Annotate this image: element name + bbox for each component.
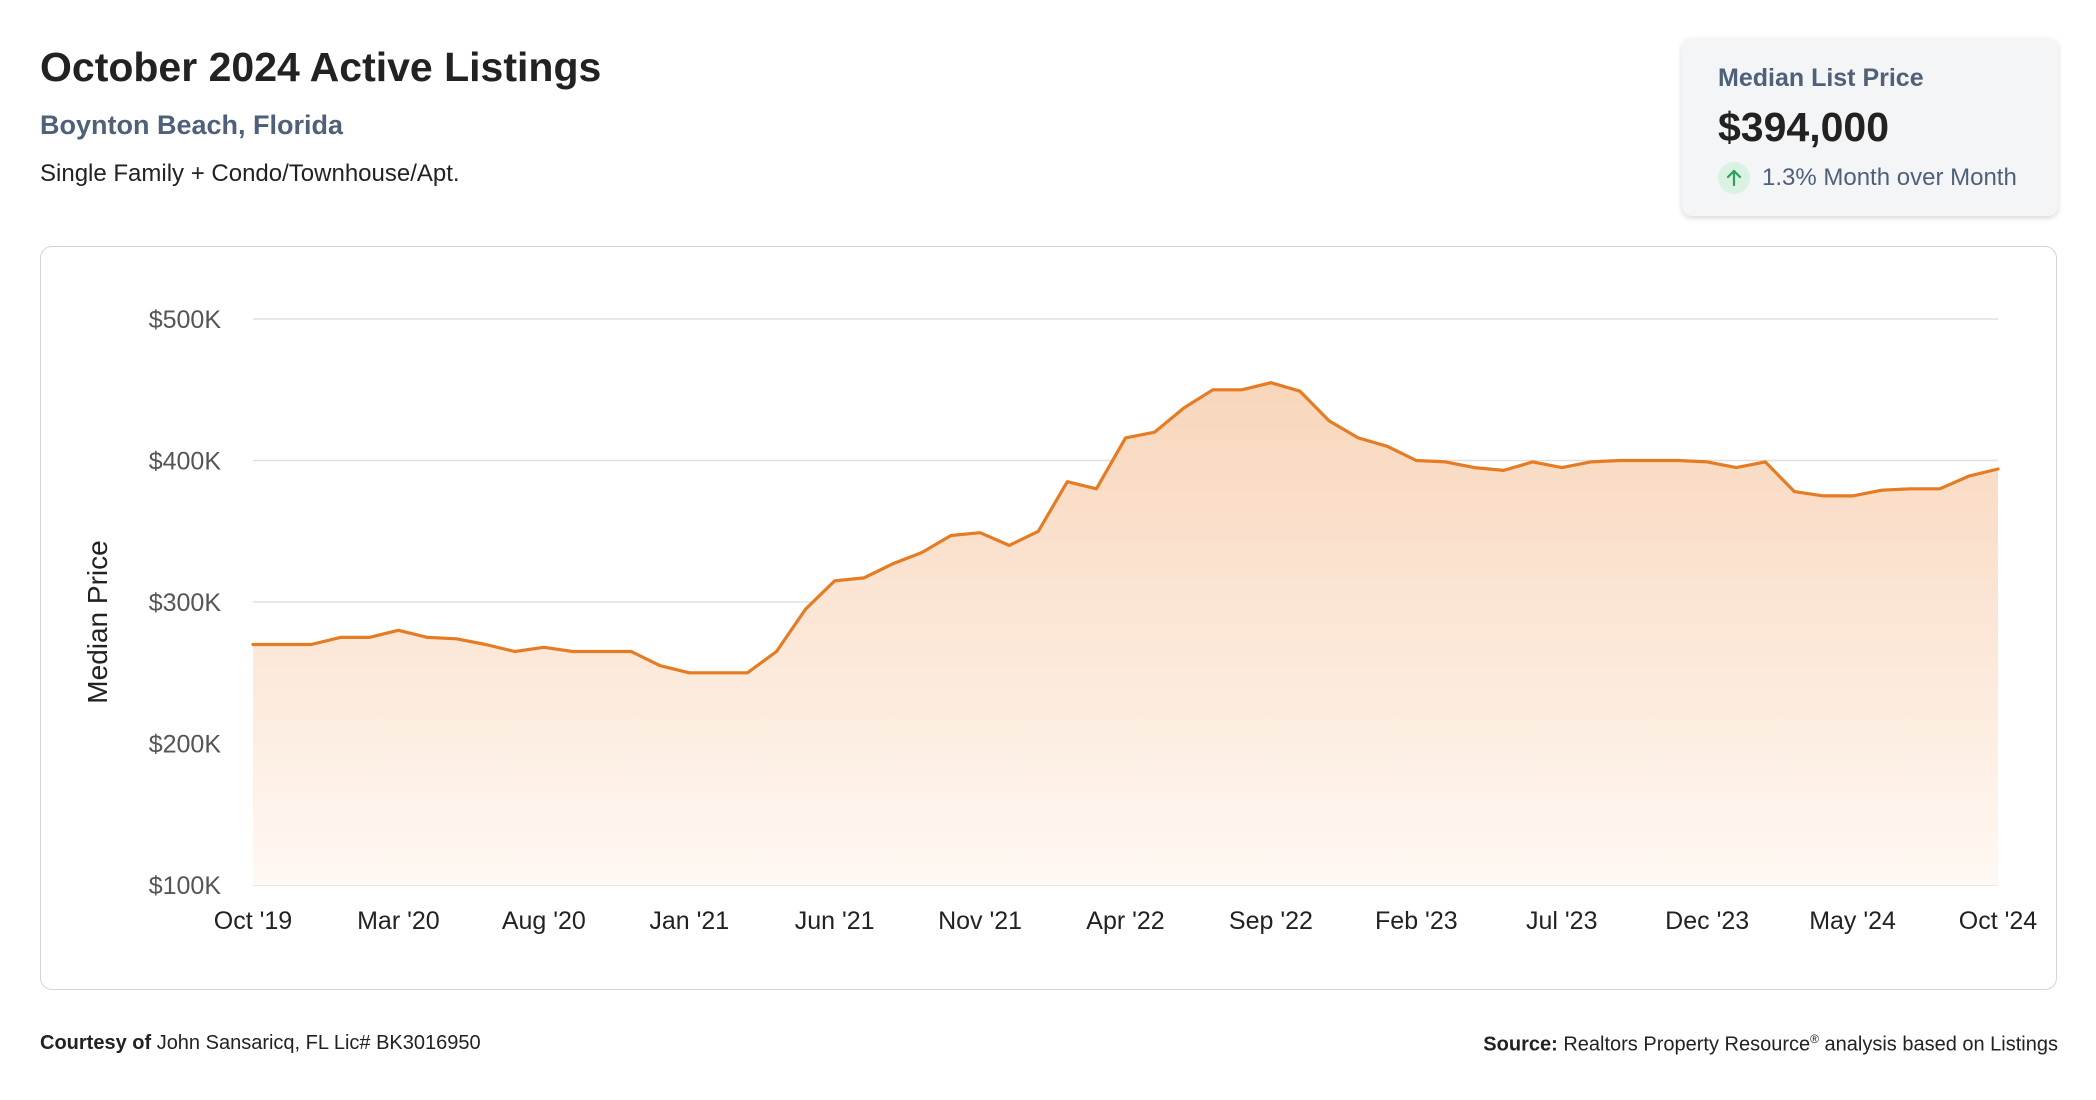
x-tick-label: May '24 — [1809, 907, 1896, 935]
y-tick-label: $100K — [149, 872, 222, 900]
stat-label: Median List Price — [1718, 64, 1924, 92]
arrow-up-icon — [1718, 162, 1750, 194]
x-tick-label: Sep '22 — [1229, 907, 1313, 935]
y-tick-label: $500K — [149, 306, 222, 334]
x-tick-label: Feb '23 — [1375, 907, 1458, 935]
x-tick-label: Dec '23 — [1665, 907, 1749, 935]
courtesy-label: Courtesy of — [40, 1032, 152, 1054]
location-subtitle: Boynton Beach, Florida — [40, 110, 344, 140]
series-line — [251, 381, 2000, 675]
x-tick-label: Jan '21 — [649, 907, 729, 935]
y-tick-label: $300K — [149, 589, 222, 617]
source-label: Source: — [1483, 1033, 1558, 1056]
property-types: Single Family + Condo/Townhouse/Apt. — [40, 160, 460, 187]
x-tick-label: Mar '20 — [357, 907, 440, 935]
source-text: Realtors Property Resource — [1563, 1033, 1811, 1056]
area-fill — [253, 382, 1998, 885]
courtesy-footer: Courtesy of John Sansaricq, FL Lic# BK30… — [40, 1032, 481, 1055]
stat-change: 1.3% Month over Month — [1718, 162, 2017, 194]
source-footer: Source: Realtors Property Resource® anal… — [1483, 1032, 2058, 1057]
y-tick-label: $200K — [149, 731, 222, 759]
x-tick-label: Apr '22 — [1086, 907, 1164, 935]
x-tick-label: Jul '23 — [1526, 907, 1597, 935]
x-tick-label: Jun '21 — [795, 907, 875, 935]
registered-mark: ® — [1810, 1032, 1819, 1046]
median-list-price-card: Median List Price $394,000 1.3% Month ov… — [1682, 38, 2058, 216]
stat-value: $394,000 — [1718, 104, 1890, 150]
x-tick-label: Oct '19 — [214, 907, 292, 935]
y-tick-label: $400K — [149, 448, 222, 476]
courtesy-text: John Sansaricq, FL Lic# BK3016950 — [156, 1032, 481, 1054]
x-tick-label: Aug '20 — [502, 907, 586, 935]
source-suffix: analysis based on Listings — [1824, 1033, 2058, 1056]
x-tick-label: Nov '21 — [938, 907, 1022, 935]
y-axis-title: Median Price — [82, 540, 113, 703]
x-tick-label: Oct '24 — [1959, 907, 2038, 935]
chart-card: $100K $200K $300K $400K $500K Oct '19 Mar '20 A… — [40, 246, 2057, 990]
median-price-chart: $100K $200K $300K $400K $500K Oct '19 Mar '20 A… — [82, 306, 2038, 935]
page-title: October 2024 Active Listings — [40, 44, 602, 90]
stat-change-text: 1.3% Month over Month — [1762, 164, 2017, 191]
